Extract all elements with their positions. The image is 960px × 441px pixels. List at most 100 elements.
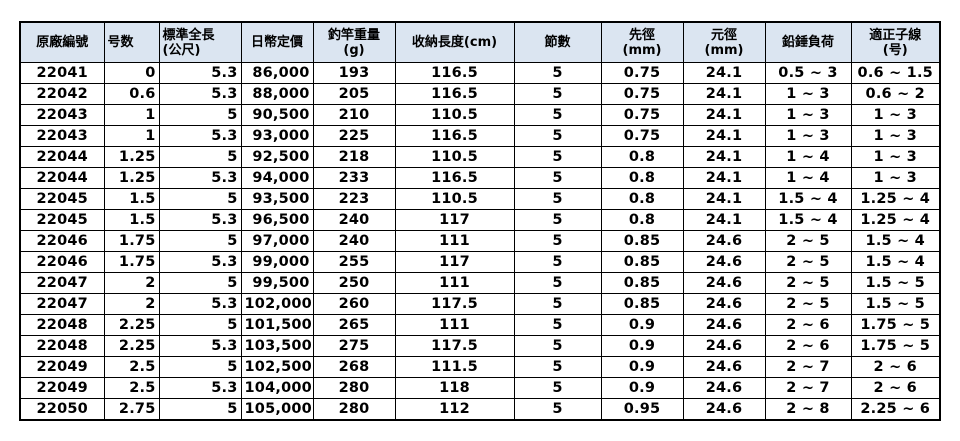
cell: 5.3 bbox=[158, 377, 242, 399]
cell: 97,000 bbox=[240, 230, 314, 252]
table-row: 22048 2.25 5 101,500 265 111 5 0.9 24.6 2 ~ 6 1.75… bbox=[19, 314, 941, 336]
cell: 5.3 bbox=[158, 251, 242, 273]
cell: 0.75 bbox=[600, 125, 684, 147]
cell: 88,000 bbox=[240, 83, 314, 105]
cell: 2 bbox=[103, 293, 160, 315]
cell: 0 bbox=[103, 62, 160, 84]
cell: 280 bbox=[312, 398, 396, 421]
cell: 1 ~ 3 bbox=[850, 125, 941, 147]
cell: 103,500 bbox=[240, 335, 314, 357]
cell: 102,000 bbox=[240, 293, 314, 315]
cell: 22046 bbox=[19, 230, 105, 252]
table-row: 22047 2 5.3 102,000 260 117.5 5 0.85 24.6 2 ~ 5 1.… bbox=[19, 293, 941, 315]
cell: 5 bbox=[513, 188, 602, 210]
cell: 112 bbox=[394, 398, 515, 421]
cell: 5 bbox=[158, 272, 242, 294]
cell: 96,500 bbox=[240, 209, 314, 231]
cell: 260 bbox=[312, 293, 396, 315]
cell: 0.75 bbox=[600, 62, 684, 84]
cell: 24.6 bbox=[682, 251, 766, 273]
cell: 22045 bbox=[19, 209, 105, 231]
cell: 24.6 bbox=[682, 293, 766, 315]
cell: 1.5 ~ 4 bbox=[850, 230, 941, 252]
cell: 2 ~ 5 bbox=[764, 251, 852, 273]
cell: 2 ~ 6 bbox=[764, 335, 852, 357]
cell: 5 bbox=[513, 83, 602, 105]
cell: 22045 bbox=[19, 188, 105, 210]
cell: 5 bbox=[513, 272, 602, 294]
cell: 2 ~ 5 bbox=[764, 272, 852, 294]
cell: 1.75 bbox=[103, 230, 160, 252]
cell: 22043 bbox=[19, 104, 105, 126]
cell: 111 bbox=[394, 272, 515, 294]
cell: 111 bbox=[394, 314, 515, 336]
cell: 2.25 bbox=[103, 335, 160, 357]
cell: 5.3 bbox=[158, 335, 242, 357]
cell: 0.8 bbox=[600, 209, 684, 231]
cell: 24.6 bbox=[682, 335, 766, 357]
cell: 0.9 bbox=[600, 314, 684, 336]
cell: 223 bbox=[312, 188, 396, 210]
cell: 1 ~ 3 bbox=[764, 83, 852, 105]
cell: 2 ~ 7 bbox=[764, 377, 852, 399]
cell: 22048 bbox=[19, 335, 105, 357]
cell: 2 ~ 7 bbox=[764, 356, 852, 378]
cell: 117 bbox=[394, 209, 515, 231]
cell: 1.25 ~ 4 bbox=[850, 209, 941, 231]
cell: 1.25 bbox=[103, 167, 160, 189]
cell: 116.5 bbox=[394, 125, 515, 147]
cell: 0.6 bbox=[103, 83, 160, 105]
cell: 0.85 bbox=[600, 251, 684, 273]
cell: 5 bbox=[513, 230, 602, 252]
cell: 5 bbox=[158, 146, 242, 168]
cell: 24.6 bbox=[682, 272, 766, 294]
cell: 5 bbox=[513, 398, 602, 421]
cell: 5 bbox=[513, 293, 602, 315]
cell: 24.1 bbox=[682, 209, 766, 231]
cell: 104,000 bbox=[240, 377, 314, 399]
table-header: 原廠編號 号数 標準全長 (公尺) 日幣定價 釣竿重量 (g) 收納長度(cm) 節數 先徑 (mm… bbox=[19, 21, 941, 63]
cell: 22047 bbox=[19, 272, 105, 294]
cell: 5 bbox=[513, 146, 602, 168]
cell: 0.6 ~ 2 bbox=[850, 83, 941, 105]
table-row: 22048 2.25 5.3 103,500 275 117.5 5 0.9 24.6 2 ~ 6… bbox=[19, 335, 941, 357]
cell: 5.3 bbox=[158, 62, 242, 84]
cell: 110.5 bbox=[394, 146, 515, 168]
cell: 24.1 bbox=[682, 62, 766, 84]
table-row: 22045 1.5 5.3 96,500 240 117 5 0.8 24.1 1.5 ~ 4 1.… bbox=[19, 209, 941, 231]
cell: 2 ~ 6 bbox=[850, 356, 941, 378]
cell: 5 bbox=[158, 230, 242, 252]
cell: 5 bbox=[513, 335, 602, 357]
cell: 24.6 bbox=[682, 377, 766, 399]
column-header-unit: (mm) bbox=[704, 42, 744, 58]
cell: 5 bbox=[513, 62, 602, 84]
column-header: 日幣定價 bbox=[240, 21, 314, 63]
cell: 0.9 bbox=[600, 377, 684, 399]
cell: 225 bbox=[312, 125, 396, 147]
cell: 110.5 bbox=[394, 188, 515, 210]
cell: 2.75 bbox=[103, 398, 160, 421]
cell: 1 ~ 3 bbox=[764, 125, 852, 147]
cell: 205 bbox=[312, 83, 396, 105]
cell: 5 bbox=[513, 377, 602, 399]
cell: 5.3 bbox=[158, 167, 242, 189]
cell: 94,000 bbox=[240, 167, 314, 189]
cell: 22049 bbox=[19, 377, 105, 399]
cell: 0.75 bbox=[600, 104, 684, 126]
cell: 0.8 bbox=[600, 167, 684, 189]
cell: 1 ~ 3 bbox=[850, 104, 941, 126]
cell: 2 ~ 5 bbox=[764, 230, 852, 252]
table-row: 22047 2 5 99,500 250 111 5 0.85 24.6 2 ~ 5 1.5 ~ 5 bbox=[19, 272, 941, 294]
cell: 86,000 bbox=[240, 62, 314, 84]
cell: 1.25 bbox=[103, 146, 160, 168]
cell: 5 bbox=[513, 356, 602, 378]
cell: 5 bbox=[158, 314, 242, 336]
cell: 0.75 bbox=[600, 83, 684, 105]
cell: 1.5 bbox=[103, 188, 160, 210]
cell: 116.5 bbox=[394, 167, 515, 189]
